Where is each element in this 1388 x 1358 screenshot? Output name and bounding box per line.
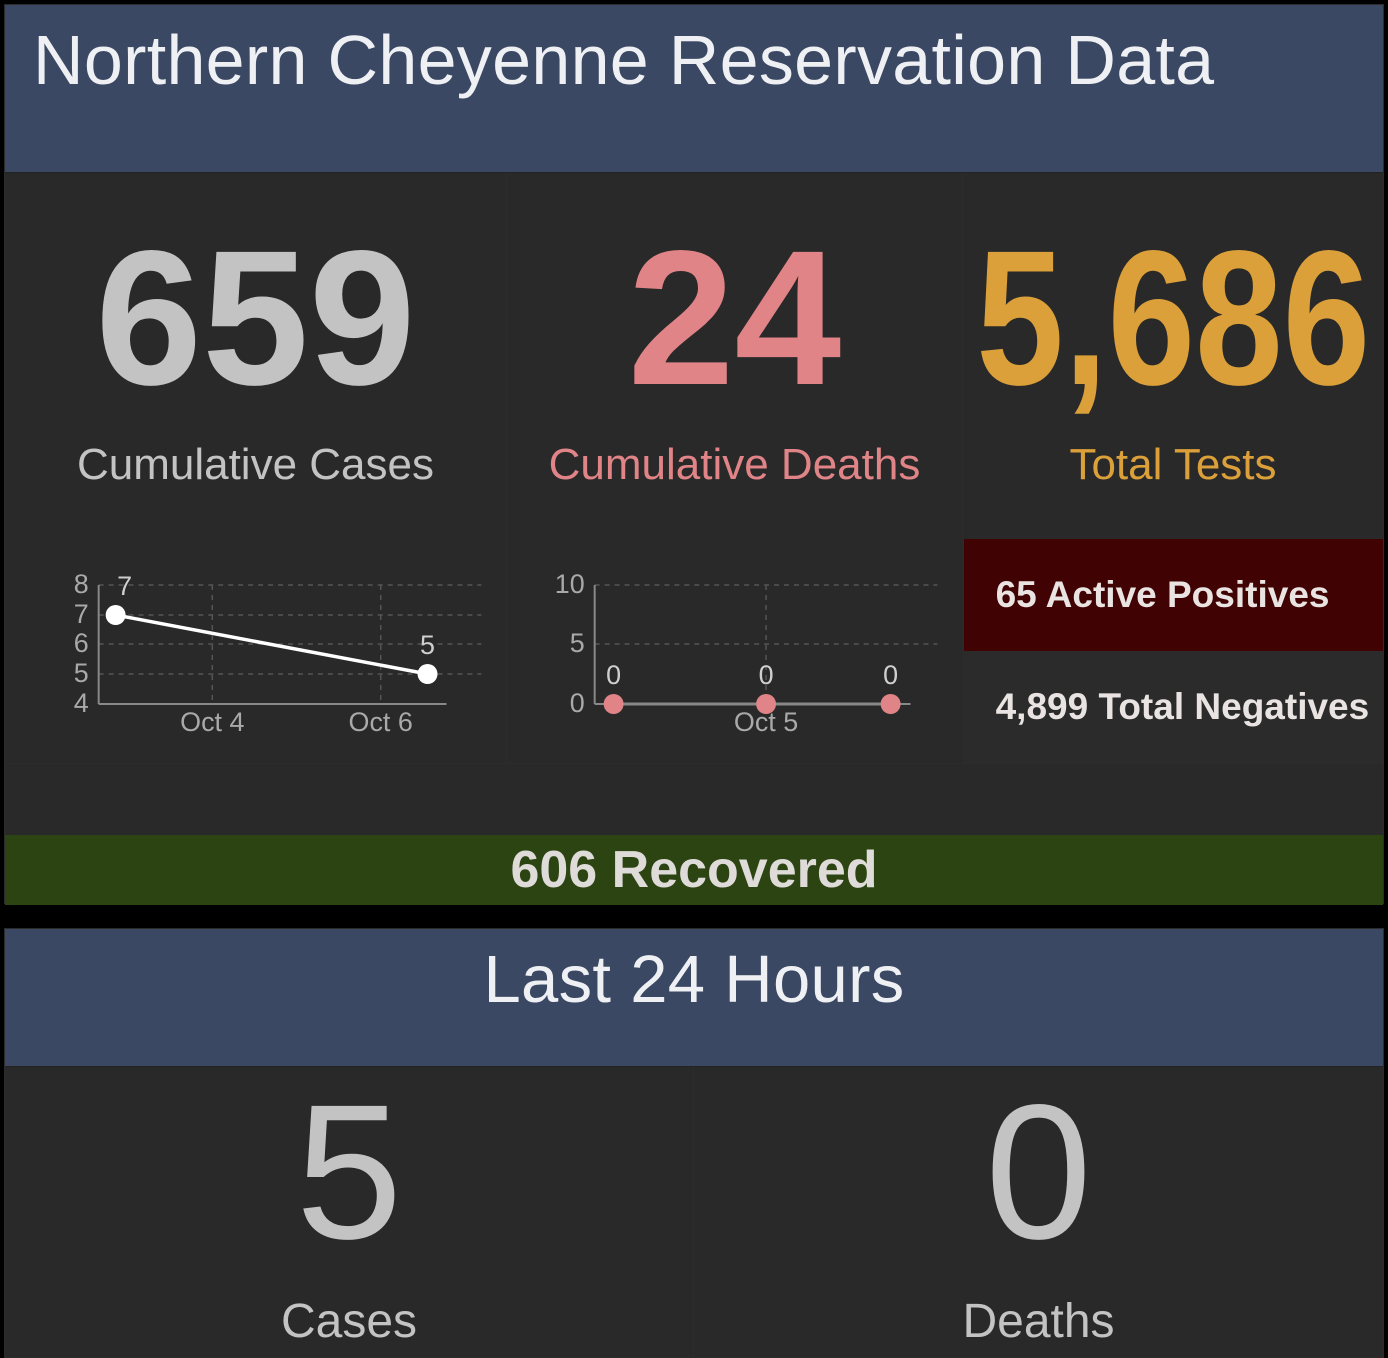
svg-text:5: 5 [570,628,585,658]
svg-text:0: 0 [883,660,898,690]
svg-text:0: 0 [759,660,774,690]
svg-text:10: 10 [555,569,585,599]
svg-text:6: 6 [74,628,89,658]
svg-text:0: 0 [606,660,621,690]
svg-text:5: 5 [74,658,89,688]
svg-text:Oct 6: Oct 6 [349,707,413,737]
svg-text:5: 5 [420,630,435,660]
svg-text:Oct 4: Oct 4 [180,707,244,737]
svg-text:7: 7 [74,599,89,629]
svg-text:4: 4 [74,688,89,718]
svg-text:0: 0 [570,688,585,718]
svg-text:7: 7 [117,571,132,601]
svg-text:8: 8 [74,569,89,599]
